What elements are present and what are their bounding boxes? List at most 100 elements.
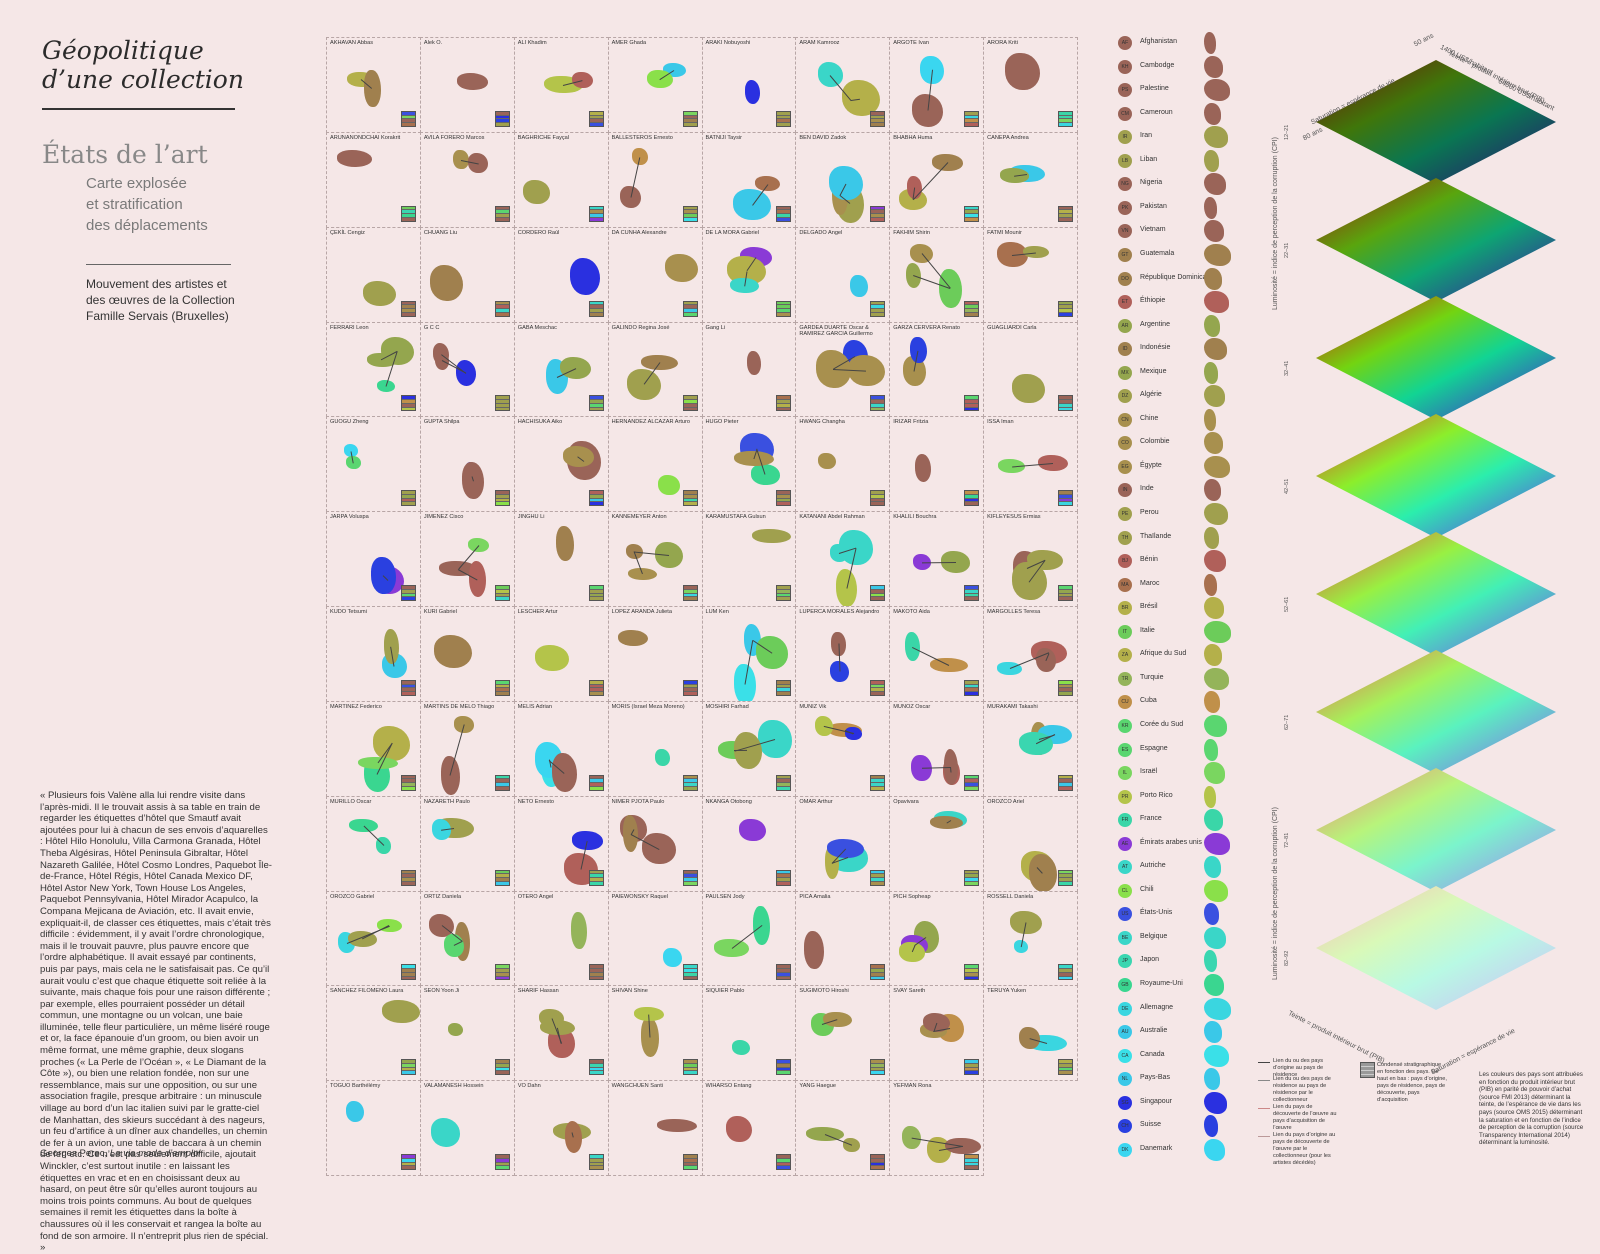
artist-cell[interactable]: KARAMUSTAFA Gulsun bbox=[701, 511, 797, 607]
strat-band bbox=[1059, 878, 1072, 882]
artist-cell[interactable]: ROSSELL Daniela bbox=[983, 890, 1078, 987]
artist-cell[interactable]: ISSA Iman bbox=[983, 416, 1078, 513]
artist-cell[interactable]: MURAKAMI Takashi bbox=[983, 700, 1078, 797]
artist-cell[interactable]: YEFMAN Rona bbox=[889, 1080, 985, 1176]
artist-cell[interactable]: BATNIJI Taysir bbox=[701, 131, 797, 228]
artist-cell[interactable]: ALI Khadim bbox=[513, 37, 609, 133]
artist-cell[interactable]: OROZCO Gabriel bbox=[326, 890, 421, 987]
artist-cell[interactable]: HERNANDEZ ALCAZAR Arturo bbox=[607, 416, 703, 513]
artist-cell[interactable]: BAGHRICHE Fayçal bbox=[513, 131, 609, 228]
artist-cell[interactable]: NETO Ernesto bbox=[513, 795, 609, 892]
artist-cell[interactable]: NKANGA Otobong bbox=[701, 795, 797, 892]
artist-cell[interactable]: SUGIMOTO Hiroshi bbox=[795, 985, 891, 1082]
artist-cell[interactable]: CHUANG Liu bbox=[419, 226, 515, 323]
artist-cell[interactable]: LUPERCA MORALES Alejandro bbox=[795, 606, 891, 702]
artist-cell[interactable]: WANGCHUEN Santi bbox=[607, 1080, 703, 1176]
artist-cell[interactable]: ARUNANONDCHAI Korakrit bbox=[326, 131, 421, 228]
artist-cell[interactable]: FAKHIM Shirin bbox=[889, 226, 985, 323]
artist-cell[interactable]: BALLESTEROS Ernesto bbox=[607, 131, 703, 228]
artist-cell[interactable]: BEN DAVID Zadok bbox=[795, 131, 891, 228]
artist-cell[interactable]: ARGOTE Ivan bbox=[889, 37, 985, 133]
artist-cell[interactable]: Gang Li bbox=[701, 321, 797, 418]
artist-cell[interactable]: PICH Sopheap bbox=[889, 890, 985, 987]
artist-cell[interactable]: PAULSEN Jody bbox=[701, 890, 797, 987]
artist-cell[interactable]: Opavivara bbox=[889, 795, 985, 892]
artist-cell[interactable] bbox=[983, 1080, 1078, 1176]
axis-sat-max: 50 ans bbox=[1413, 32, 1435, 49]
artist-cell[interactable]: HACHISUKA Aiko bbox=[513, 416, 609, 513]
artist-cell[interactable]: KUDO Tetsumi bbox=[326, 606, 421, 702]
artist-cell[interactable]: MUNOZ Oscar bbox=[889, 700, 985, 797]
artist-cell[interactable]: SEON Yoon Ji bbox=[419, 985, 515, 1082]
artist-cell[interactable]: SVAY Sareth bbox=[889, 985, 985, 1082]
artist-cell[interactable]: GUOGU Zheng bbox=[326, 416, 421, 513]
artist-cell[interactable]: OROZCO Ariel bbox=[983, 795, 1078, 892]
artist-cell[interactable]: CORDERO Raúl bbox=[513, 226, 609, 323]
artist-cell[interactable]: TOGUO Barthélémy bbox=[326, 1080, 421, 1176]
artist-cell[interactable]: PAIEWONSKY Raquel bbox=[607, 890, 703, 987]
artist-cell[interactable]: TERUYA Yuken bbox=[983, 985, 1078, 1082]
artist-cell[interactable]: MOSHIRI Farhad bbox=[701, 700, 797, 797]
artist-cell[interactable]: OMAR Arthur bbox=[795, 795, 891, 892]
artist-cell[interactable]: PICA Amalia bbox=[795, 890, 891, 987]
artist-cell[interactable]: SIQUIER Pablo bbox=[701, 985, 797, 1082]
artist-cell[interactable]: ARAM Kamrooz bbox=[795, 37, 891, 133]
artist-cell[interactable]: LUM Ken bbox=[701, 606, 797, 702]
artist-cell[interactable]: VO Dahn bbox=[513, 1080, 609, 1176]
artist-cell[interactable]: KANNEMEYER Anton bbox=[607, 511, 703, 607]
artist-cell[interactable]: AVILA FORERO Marcos bbox=[419, 131, 515, 228]
artist-cell[interactable]: FERRARI Leon bbox=[326, 321, 421, 418]
artist-cell[interactable]: JARPA Voluspa bbox=[326, 511, 421, 607]
artist-cell[interactable]: GARDEA DUARTE Oscar & RAMIREZ GARCIA Gui… bbox=[795, 321, 891, 418]
artist-cell[interactable]: ARORA Kriti bbox=[983, 37, 1078, 133]
artist-cell[interactable]: JINGHU Li bbox=[513, 511, 609, 607]
artist-cell[interactable]: YANG Haegue bbox=[795, 1080, 891, 1176]
legend-label: Argentine bbox=[1140, 320, 1170, 328]
artist-cell[interactable]: NIMER PJOTA Paulo bbox=[607, 795, 703, 892]
artist-cell[interactable]: DELGADO Angel bbox=[795, 226, 891, 323]
artist-cell[interactable]: ARAKI Nobuyoshi bbox=[701, 37, 797, 133]
artist-cell[interactable]: LESCHER Artur bbox=[513, 606, 609, 702]
artist-cell[interactable]: FATMI Mounir bbox=[983, 226, 1078, 323]
artist-cell[interactable]: SHIVAN Shine bbox=[607, 985, 703, 1082]
artist-cell[interactable]: GARZA CERVERA Renato bbox=[889, 321, 985, 418]
artist-cell[interactable]: BHABHA Huma bbox=[889, 131, 985, 228]
artist-cell[interactable]: HUGO Pieter bbox=[701, 416, 797, 513]
artist-cell[interactable]: GUAGLIARDI Carla bbox=[983, 321, 1078, 418]
artist-cell[interactable]: LOPEZ ARANDA Julieta bbox=[607, 606, 703, 702]
artist-cell[interactable]: MELIS Adrian bbox=[513, 700, 609, 797]
artist-cell[interactable]: SHARIF Hassan bbox=[513, 985, 609, 1082]
artist-cell[interactable]: AKHAVAN Abbas bbox=[326, 37, 421, 133]
artist-cell[interactable]: OTERO Angel bbox=[513, 890, 609, 987]
artist-cell[interactable]: Alek O. bbox=[419, 37, 515, 133]
artist-cell[interactable]: SANCHEZ FILOMENO Laura bbox=[326, 985, 421, 1082]
artist-cell[interactable]: MURILLO Oscar bbox=[326, 795, 421, 892]
artist-cell[interactable]: KATANANI Abdel Rahman bbox=[795, 511, 891, 607]
artist-cell[interactable]: DA CUNHA Alexandre bbox=[607, 226, 703, 323]
artist-cell[interactable]: KHALILI Bouchra bbox=[889, 511, 985, 607]
artist-cell[interactable]: AMER Ghada bbox=[607, 37, 703, 133]
artist-cell[interactable]: JIMENEZ Cisco bbox=[419, 511, 515, 607]
artist-cell[interactable]: GUPTA Shilpa bbox=[419, 416, 515, 513]
artist-cell[interactable]: MAKOTO Aida bbox=[889, 606, 985, 702]
artist-cell[interactable]: MARGOLLES Teresa bbox=[983, 606, 1078, 702]
artist-cell[interactable]: WIHARSO Entang bbox=[701, 1080, 797, 1176]
artist-cell[interactable]: MUNIZ Vik bbox=[795, 700, 891, 797]
artist-cell[interactable]: NAZARETH Paulo bbox=[419, 795, 515, 892]
artist-cell[interactable]: MARTINEZ Federico bbox=[326, 700, 421, 797]
artist-cell[interactable]: KURI Gabriel bbox=[419, 606, 515, 702]
artist-cell[interactable]: VALAMANESH Hossein bbox=[419, 1080, 515, 1176]
artist-cell[interactable]: KIFLEYESUS Ermias bbox=[983, 511, 1078, 607]
artist-cell[interactable]: HWANG Changha bbox=[795, 416, 891, 513]
strat-band bbox=[777, 115, 791, 120]
artist-cell[interactable]: IRIZAR Fritzia bbox=[889, 416, 985, 513]
artist-cell[interactable]: GABA Meschac bbox=[513, 321, 609, 418]
artist-cell[interactable]: CANEPA Andrea bbox=[983, 131, 1078, 228]
artist-cell[interactable]: DE LA MORA Gabriel bbox=[701, 226, 797, 323]
artist-cell[interactable]: G C C bbox=[419, 321, 515, 418]
artist-cell[interactable]: GALINDO Regina José bbox=[607, 321, 703, 418]
artist-cell[interactable]: ÇEKİL Cengiz bbox=[326, 226, 421, 323]
artist-cell[interactable]: MORIS (Israel Meza Moreno) bbox=[607, 700, 703, 797]
artist-cell[interactable]: MARTINS DE MELO Thiago bbox=[419, 700, 515, 797]
artist-cell[interactable]: ORTIZ Daniela bbox=[419, 890, 515, 987]
